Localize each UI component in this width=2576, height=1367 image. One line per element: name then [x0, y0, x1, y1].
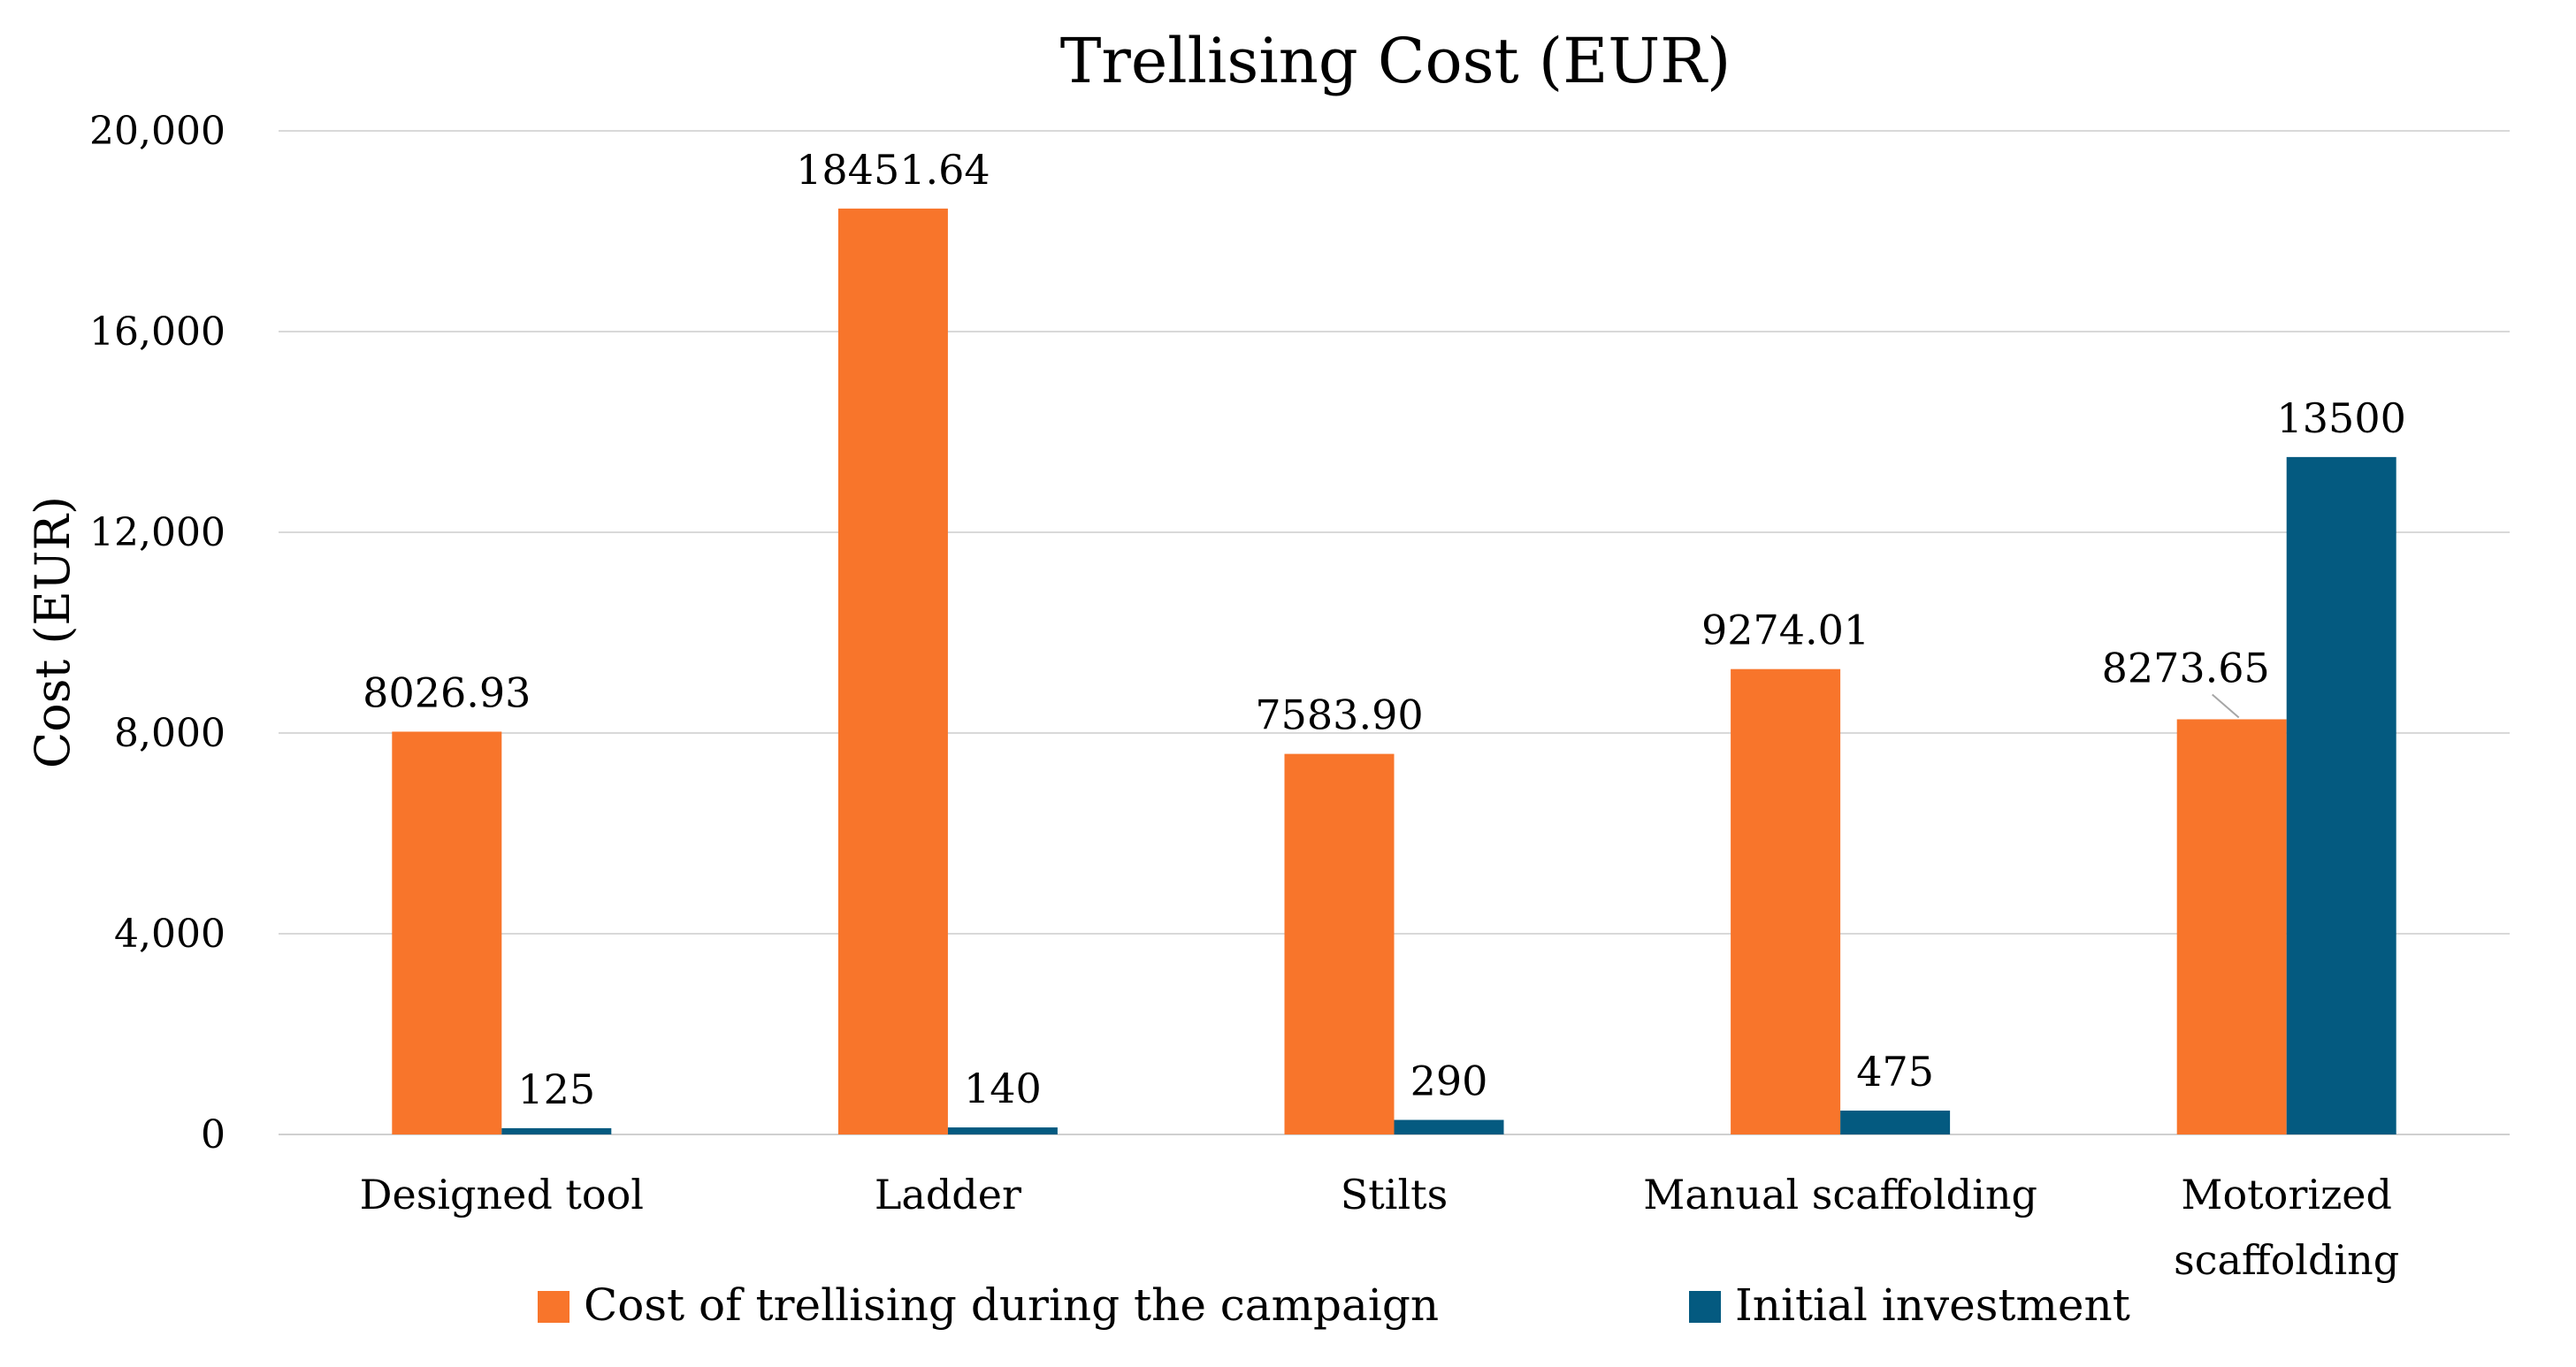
x-category-label: Stilts [1341, 1171, 1449, 1218]
bars [392, 208, 2396, 1135]
data-label-campaign-cost: 18451.64 [796, 146, 990, 194]
data-label-campaign-cost: 8273.65 [2102, 644, 2270, 691]
data-label-initial-investment: 13500 [2277, 394, 2406, 442]
data-labels: 8026.93 125 18451.64 140 7583.90 290 9274.01 47… [363, 146, 2406, 1113]
y-tick-label: 12,000 [89, 510, 225, 555]
y-tick-label: 0 [201, 1112, 225, 1157]
y-tick-label: 16,000 [89, 309, 225, 355]
x-category-label: scaffolding [2174, 1236, 2399, 1284]
data-label-leader [2212, 693, 2240, 719]
gridlines [279, 130, 2510, 1135]
bar-initial-investment [1840, 1111, 1951, 1134]
data-label-initial-investment: 290 [1410, 1058, 1488, 1105]
bar-initial-investment [947, 1127, 1058, 1134]
data-label-initial-investment: 140 [964, 1065, 1042, 1112]
y-tick-label: 8,000 [114, 711, 225, 756]
x-category-label: Designed tool [360, 1171, 644, 1218]
bar-campaign-cost [1284, 753, 1395, 1134]
bar-initial-investment [2286, 456, 2396, 1134]
x-category-label: Ladder [875, 1171, 1021, 1218]
bar-initial-investment [501, 1127, 612, 1134]
x-axis-categories: Designed tool Ladder Stilts Manual scaffold… [360, 1171, 2400, 1284]
bar-initial-investment [1394, 1119, 1504, 1134]
legend-swatch-initial-investment [1689, 1291, 1721, 1323]
data-label-campaign-cost: 9274.01 [1701, 607, 1869, 654]
data-label-campaign-cost: 8026.93 [363, 668, 531, 716]
y-tick-label: 20,000 [89, 109, 225, 154]
x-category-label: Motorized [2181, 1171, 2392, 1218]
data-label-initial-investment: 475 [1856, 1048, 1934, 1096]
bar-campaign-cost [837, 208, 948, 1135]
y-tick-label: 4,000 [114, 912, 225, 957]
y-axis-label: Cost (EUR) [25, 496, 80, 768]
legend-label-campaign-cost: Cost of trellising during the campaign [584, 1279, 1439, 1331]
bar-campaign-cost [1731, 668, 1841, 1134]
legend: Cost of trellising during the campaign In… [538, 1279, 2130, 1331]
bar-campaign-cost [2176, 719, 2287, 1134]
legend-swatch-campaign-cost [538, 1291, 569, 1323]
chart-title: Trellising Cost (EUR) [1060, 25, 1731, 97]
x-category-label: Manual scaffolding [1643, 1171, 2037, 1218]
bar-campaign-cost [392, 731, 502, 1134]
y-axis-ticks: 0 4,000 8,000 12,000 16,000 20,000 [89, 109, 225, 1157]
data-label-campaign-cost: 7583.90 [1255, 691, 1423, 739]
legend-label-initial-investment: Initial investment [1735, 1279, 2130, 1331]
data-label-initial-investment: 125 [517, 1065, 595, 1113]
